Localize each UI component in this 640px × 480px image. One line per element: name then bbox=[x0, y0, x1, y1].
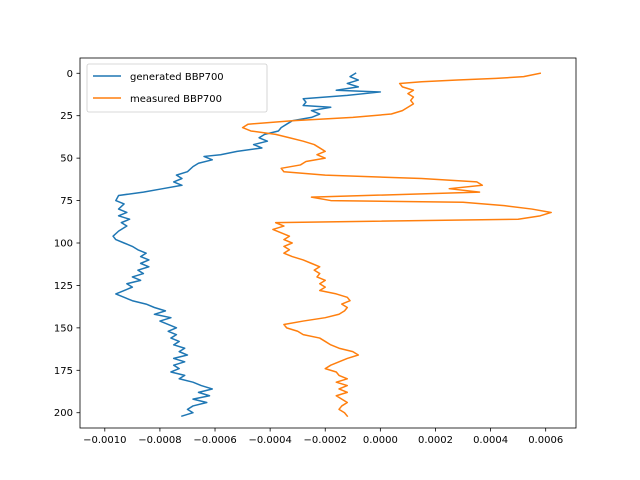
x-tick-label-4: −0.0002 bbox=[304, 435, 347, 446]
x-tick-label-6: 0.0002 bbox=[418, 435, 453, 446]
legend-label-generated: generated BBP700 bbox=[130, 72, 224, 83]
y-tick-label-3: 75 bbox=[60, 196, 73, 207]
x-tick-label-1: −0.0008 bbox=[138, 435, 181, 446]
plot-area bbox=[80, 58, 576, 428]
x-tick-label-5: 0.0000 bbox=[363, 435, 398, 446]
y-tick-label-2: 50 bbox=[60, 154, 73, 165]
y-tick-label-7: 175 bbox=[54, 366, 73, 377]
legend: generated BBP700 measured BBP700 bbox=[86, 63, 268, 113]
y-axis: 0 25 50 75 100 125 150 175 200 bbox=[54, 69, 80, 419]
y-tick-label-1: 25 bbox=[60, 111, 73, 122]
x-tick-label-2: −0.0006 bbox=[193, 435, 236, 446]
x-axis: −0.0010 −0.0008 −0.0006 −0.0004 −0.0002 0.000… bbox=[83, 428, 563, 446]
x-tick-label-3: −0.0004 bbox=[248, 435, 291, 446]
y-tick-label-0: 0 bbox=[67, 69, 73, 80]
x-tick-label-8: 0.0006 bbox=[528, 435, 563, 446]
y-tick-label-8: 200 bbox=[54, 408, 73, 419]
series-line-0 bbox=[112, 72, 382, 418]
legend-label-measured: measured BBP700 bbox=[130, 94, 222, 105]
y-tick-label-4: 100 bbox=[54, 239, 73, 250]
series-line-1 bbox=[241, 72, 552, 418]
x-tick-label-7: 0.0004 bbox=[473, 435, 508, 446]
y-tick-label-6: 150 bbox=[54, 323, 73, 334]
y-tick-label-5: 125 bbox=[54, 281, 73, 292]
x-tick-label-0: −0.0010 bbox=[83, 435, 126, 446]
series-layer bbox=[112, 72, 552, 418]
legend-frame bbox=[86, 63, 268, 113]
